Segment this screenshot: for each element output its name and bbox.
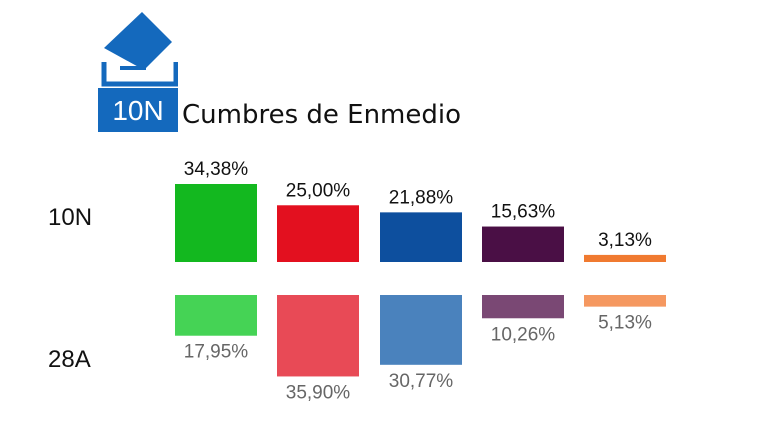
bar-28a-3 [482, 295, 564, 319]
data-label-10n-4: 3,13% [598, 230, 652, 251]
data-label-10n-0: 34,38% [184, 159, 249, 180]
bar-10n-2 [380, 212, 462, 262]
ballot-box-logo-icon: 10N [98, 12, 178, 132]
bar-28a-1 [277, 295, 359, 377]
row-label-10n: 10N [48, 204, 93, 231]
bar-28a-0 [175, 295, 257, 336]
bar-10n-1 [277, 205, 359, 262]
data-label-28a-4: 5,13% [598, 313, 652, 334]
bar-28a-4 [584, 295, 666, 307]
data-label-10n-2: 21,88% [389, 187, 454, 208]
data-label-10n-1: 25,00% [286, 180, 351, 201]
data-label-28a-3: 10,26% [491, 324, 556, 345]
data-label-28a-2: 30,77% [389, 371, 454, 392]
bar-28a-2 [380, 295, 462, 365]
bar-10n-4 [584, 254, 666, 262]
data-label-28a-1: 35,90% [286, 382, 351, 403]
data-label-10n-3: 15,63% [491, 202, 556, 223]
logo-badge-text: 10N [112, 95, 163, 126]
row-label-28a: 28A [48, 346, 91, 373]
chart-title: Cumbres de Enmedio [182, 100, 462, 130]
data-label-28a-0: 17,95% [184, 342, 249, 363]
bar-10n-3 [482, 226, 564, 262]
bar-10n-0 [175, 184, 257, 262]
